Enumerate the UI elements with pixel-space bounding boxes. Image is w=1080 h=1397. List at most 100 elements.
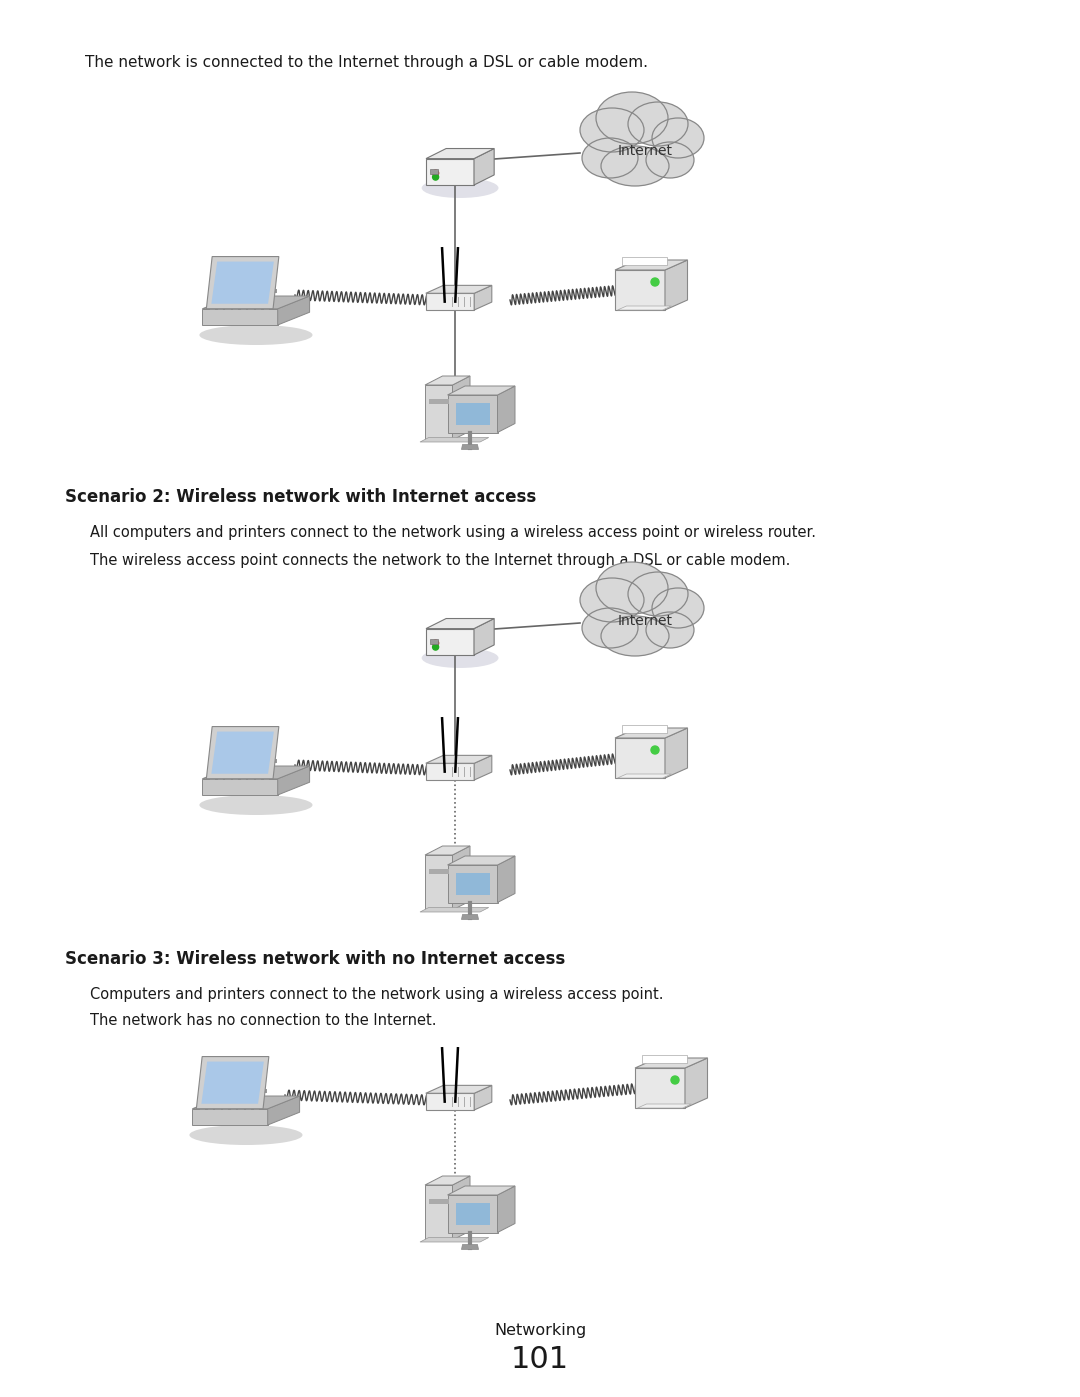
Polygon shape — [426, 159, 474, 184]
Polygon shape — [426, 148, 495, 159]
Bar — [214, 767, 219, 771]
Polygon shape — [474, 756, 491, 780]
Bar — [245, 298, 249, 302]
Polygon shape — [202, 766, 310, 778]
Text: The network is connected to the Internet through a DSL or cable modem.: The network is connected to the Internet… — [85, 54, 648, 70]
Text: The wireless access point connects the network to the Internet through a DSL or : The wireless access point connects the n… — [90, 553, 791, 569]
Polygon shape — [498, 856, 515, 902]
Polygon shape — [201, 1062, 264, 1104]
Bar — [204, 1098, 210, 1101]
Polygon shape — [426, 619, 495, 629]
Text: Internet: Internet — [618, 615, 673, 629]
Bar — [254, 1106, 259, 1109]
Ellipse shape — [421, 177, 499, 198]
Text: The network has no connection to the Internet.: The network has no connection to the Int… — [90, 1013, 436, 1028]
Bar — [231, 1090, 237, 1094]
Bar — [234, 1098, 240, 1101]
Bar — [256, 306, 261, 310]
Bar — [214, 298, 219, 302]
Bar — [264, 775, 269, 780]
Polygon shape — [665, 728, 688, 778]
Bar — [227, 1098, 232, 1101]
Polygon shape — [474, 285, 491, 310]
Ellipse shape — [580, 108, 644, 152]
Polygon shape — [635, 1067, 685, 1108]
Bar — [233, 759, 239, 763]
Polygon shape — [447, 856, 515, 865]
Bar — [272, 759, 278, 763]
Polygon shape — [426, 386, 453, 440]
Polygon shape — [192, 1109, 268, 1125]
Polygon shape — [278, 296, 310, 326]
Ellipse shape — [582, 138, 638, 177]
Ellipse shape — [596, 562, 669, 615]
Bar — [265, 289, 270, 293]
Bar — [254, 1090, 259, 1094]
Bar — [218, 759, 224, 763]
Bar — [219, 1098, 225, 1101]
Bar — [258, 1098, 264, 1101]
Bar — [212, 1098, 217, 1101]
Polygon shape — [202, 778, 278, 795]
Bar — [256, 775, 261, 780]
Polygon shape — [278, 766, 310, 795]
Polygon shape — [637, 1104, 691, 1108]
Polygon shape — [618, 306, 672, 310]
Polygon shape — [206, 257, 279, 309]
Ellipse shape — [627, 571, 688, 616]
Polygon shape — [456, 1203, 489, 1225]
Text: Scenario 2: Wireless network with Internet access: Scenario 2: Wireless network with Intern… — [65, 488, 537, 506]
Polygon shape — [474, 148, 495, 184]
Polygon shape — [426, 285, 491, 293]
Bar — [239, 1090, 244, 1094]
Bar — [210, 775, 215, 780]
Bar — [241, 775, 246, 780]
Polygon shape — [420, 908, 489, 912]
Ellipse shape — [600, 616, 669, 657]
Polygon shape — [498, 386, 515, 433]
Bar — [265, 759, 270, 763]
Bar — [268, 767, 273, 771]
Bar — [200, 1106, 205, 1109]
Bar — [253, 767, 258, 771]
Bar — [251, 1098, 256, 1101]
Bar — [226, 775, 230, 780]
Polygon shape — [206, 726, 279, 778]
Ellipse shape — [421, 648, 499, 668]
Polygon shape — [447, 1186, 515, 1194]
Bar — [256, 289, 261, 293]
Bar — [248, 306, 254, 310]
Bar — [272, 289, 278, 293]
Text: Computers and printers connect to the network using a wireless access point.: Computers and printers connect to the ne… — [90, 988, 663, 1002]
Polygon shape — [430, 169, 438, 175]
Polygon shape — [635, 1058, 707, 1067]
Bar — [231, 1106, 237, 1109]
Polygon shape — [447, 865, 498, 902]
Polygon shape — [615, 270, 665, 310]
Bar — [260, 298, 266, 302]
Ellipse shape — [189, 1125, 302, 1146]
Bar — [210, 306, 215, 310]
Bar — [224, 1106, 228, 1109]
Polygon shape — [426, 376, 470, 386]
Polygon shape — [461, 915, 478, 919]
Polygon shape — [426, 1085, 491, 1094]
Polygon shape — [615, 728, 688, 738]
Bar — [233, 775, 239, 780]
Ellipse shape — [200, 326, 312, 345]
Bar — [248, 775, 254, 780]
Polygon shape — [430, 640, 438, 644]
Ellipse shape — [582, 608, 638, 648]
Ellipse shape — [652, 117, 704, 158]
Bar — [229, 298, 234, 302]
Bar — [237, 767, 242, 771]
Bar — [221, 767, 227, 771]
Bar — [216, 1090, 220, 1094]
Polygon shape — [642, 1055, 687, 1063]
Polygon shape — [685, 1058, 707, 1108]
Ellipse shape — [580, 578, 644, 622]
Bar — [239, 1106, 244, 1109]
Bar — [268, 298, 273, 302]
Polygon shape — [426, 763, 474, 780]
Circle shape — [651, 278, 659, 286]
